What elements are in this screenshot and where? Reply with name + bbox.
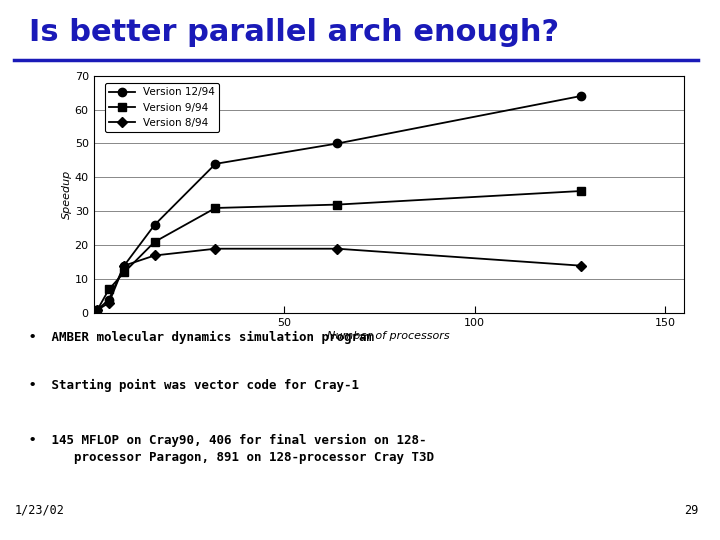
Version 8/94 [577, 262, 585, 269]
Version 9/94 [577, 188, 585, 194]
Version 8/94 [211, 246, 220, 252]
Version 12/94 [333, 140, 342, 147]
Line: Version 8/94: Version 8/94 [94, 245, 585, 313]
Version 12/94 [104, 296, 113, 303]
Version 9/94 [93, 307, 102, 313]
Version 9/94 [120, 269, 128, 276]
Version 8/94 [150, 252, 159, 259]
Text: Is better parallel arch enough?: Is better parallel arch enough? [29, 18, 559, 47]
Version 8/94 [333, 246, 342, 252]
X-axis label: Number of processors: Number of processors [328, 331, 450, 341]
Version 8/94 [93, 307, 102, 313]
Version 9/94 [104, 286, 113, 293]
Text: •  145 MFLOP on Cray90, 406 for final version on 128-
      processor Paragon, 8: • 145 MFLOP on Cray90, 406 for final ver… [29, 434, 433, 464]
Text: •  Starting point was vector code for Cray-1: • Starting point was vector code for Cra… [29, 379, 359, 392]
Version 8/94 [120, 262, 128, 269]
Version 8/94 [104, 300, 113, 306]
Version 9/94 [211, 205, 220, 211]
Version 9/94 [150, 239, 159, 245]
Version 12/94 [211, 160, 220, 167]
Version 12/94 [577, 93, 585, 99]
Text: 1/23/02: 1/23/02 [14, 504, 64, 517]
Version 9/94 [333, 201, 342, 208]
Line: Version 9/94: Version 9/94 [94, 187, 585, 314]
Line: Version 12/94: Version 12/94 [94, 92, 585, 314]
Version 12/94 [120, 262, 128, 269]
Text: 29: 29 [684, 504, 698, 517]
Y-axis label: Speedup: Speedup [62, 170, 72, 219]
Version 12/94 [150, 222, 159, 228]
Legend: Version 12/94, Version 9/94, Version 8/94: Version 12/94, Version 9/94, Version 8/9… [104, 83, 220, 132]
Text: •  AMBER molecular dynamics simulation program: • AMBER molecular dynamics simulation pr… [29, 330, 374, 343]
Version 12/94 [93, 307, 102, 313]
